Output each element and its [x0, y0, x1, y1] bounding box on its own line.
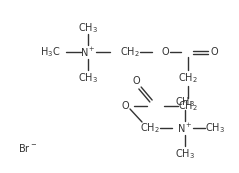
Text: H$_3$C: H$_3$C: [40, 45, 60, 59]
Text: O: O: [121, 101, 129, 111]
Text: O: O: [210, 47, 218, 57]
Text: CH$_2$: CH$_2$: [178, 99, 198, 113]
Text: CH$_2$: CH$_2$: [120, 45, 140, 59]
Text: CH$_3$: CH$_3$: [175, 147, 195, 161]
Text: O: O: [161, 47, 169, 57]
Text: O: O: [132, 76, 140, 86]
Text: CH$_3$: CH$_3$: [78, 21, 98, 35]
Text: CH$_2$: CH$_2$: [178, 71, 198, 85]
Text: CH$_2$: CH$_2$: [140, 121, 160, 135]
Text: N$^+$: N$^+$: [80, 45, 96, 58]
Text: CH$_3$: CH$_3$: [205, 121, 225, 135]
Text: CH$_3$: CH$_3$: [78, 71, 98, 85]
Text: Br$^-$: Br$^-$: [18, 142, 38, 154]
Text: N$^+$: N$^+$: [177, 121, 193, 135]
Text: CH$_3$: CH$_3$: [175, 95, 195, 109]
